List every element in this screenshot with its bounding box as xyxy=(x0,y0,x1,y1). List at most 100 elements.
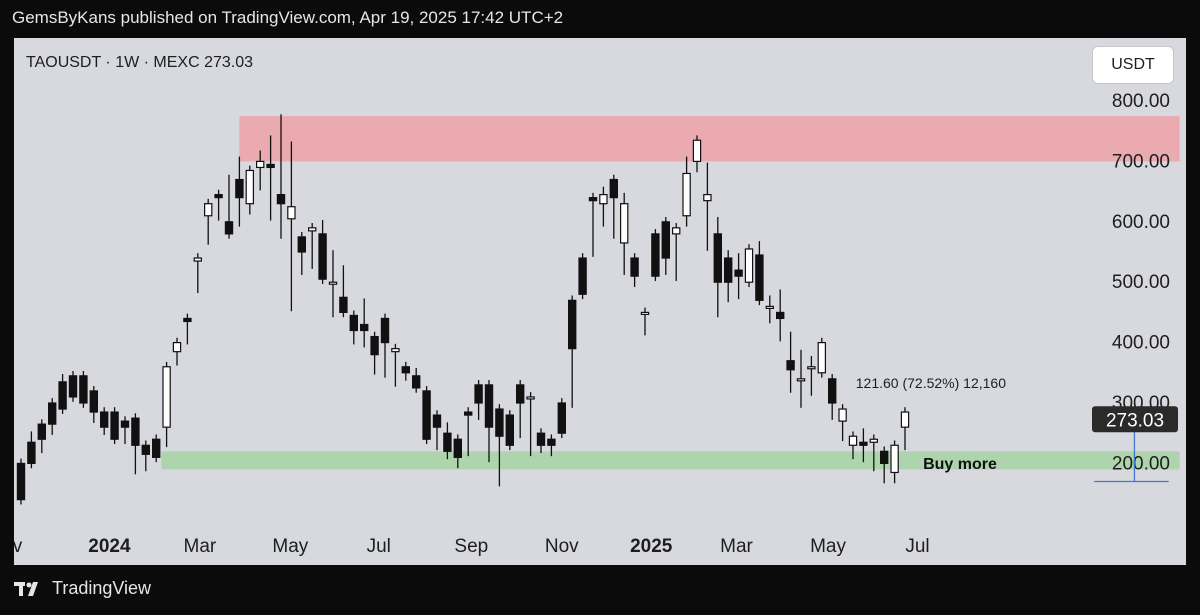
y-tick-label: 200.00 xyxy=(1112,453,1170,474)
candle-body xyxy=(713,233,723,283)
candle-body xyxy=(308,227,317,232)
candle-body xyxy=(370,335,379,356)
candle-body xyxy=(256,160,265,169)
candle-body xyxy=(235,178,244,199)
candle-body xyxy=(516,384,525,404)
candle-body xyxy=(47,402,57,425)
candle-body xyxy=(266,163,275,169)
candle-body xyxy=(58,381,67,410)
candle-body xyxy=(380,317,390,344)
y-tick-label: 800.00 xyxy=(1112,91,1170,112)
candle-body xyxy=(619,203,629,244)
footer: TradingView xyxy=(14,578,151,599)
x-tick-label: Nov xyxy=(545,536,579,557)
x-tick-label: Jul xyxy=(905,536,929,557)
candle-body xyxy=(682,172,691,217)
candle-body xyxy=(328,281,338,285)
candle-body xyxy=(484,384,494,428)
x-tick-label: 2025 xyxy=(630,536,673,557)
candle-body xyxy=(557,402,567,434)
candle-body xyxy=(27,441,36,465)
candle-body xyxy=(859,441,868,446)
candle-body xyxy=(360,323,369,332)
candle-body xyxy=(838,408,847,422)
candle-body xyxy=(578,257,587,295)
candle-body xyxy=(817,342,827,374)
candle-body xyxy=(183,317,192,323)
x-tick-label: Jul xyxy=(367,536,391,557)
candle-body xyxy=(193,257,202,262)
candle-body xyxy=(536,432,546,446)
y-tick-label: 400.00 xyxy=(1112,333,1170,354)
candle-body xyxy=(432,414,442,428)
price-chart[interactable]: 800.00700.00600.00500.00400.00300.00200.… xyxy=(14,38,1186,565)
buy-more-label: Buy more xyxy=(923,456,997,473)
candle-body xyxy=(796,378,806,382)
candle-body xyxy=(505,414,515,446)
support-zone xyxy=(161,451,1180,470)
candle-body xyxy=(422,390,431,440)
candle-body xyxy=(276,194,286,205)
candle-body xyxy=(661,221,671,259)
candle-body xyxy=(214,194,223,199)
candle-body xyxy=(349,314,359,332)
price-badge-label: 273.03 xyxy=(1106,410,1164,431)
candle-body xyxy=(204,203,213,217)
measure-label: 121.60 (72.52%) 12,160 xyxy=(856,375,1006,391)
candle-body xyxy=(79,375,88,404)
candle-body xyxy=(120,420,130,428)
candle-body xyxy=(723,257,733,283)
candle-body xyxy=(807,366,816,370)
x-tick-label: May xyxy=(810,536,846,557)
candle-body xyxy=(245,169,254,205)
currency-button[interactable]: USDT xyxy=(1092,46,1174,84)
candle-body xyxy=(609,178,619,199)
candle-body xyxy=(453,438,463,458)
candle-body xyxy=(640,311,650,315)
candle-body xyxy=(318,233,327,280)
footer-brand: TradingView xyxy=(52,578,152,598)
tradingview-logo-icon xyxy=(14,581,38,596)
y-tick-label: 700.00 xyxy=(1112,151,1170,172)
candle-body xyxy=(412,375,421,389)
candle-body xyxy=(172,342,182,353)
candle-body xyxy=(68,375,78,398)
symbol-info: TAOUSDT · 1W · MEXC 273.03 xyxy=(26,54,254,71)
x-tick-label: May xyxy=(272,536,308,557)
price-badge xyxy=(1092,406,1178,433)
candle-body xyxy=(588,197,598,202)
candle-body xyxy=(879,450,889,465)
candle-body xyxy=(89,390,98,413)
candle-body xyxy=(110,411,119,440)
candle-body xyxy=(848,435,858,446)
candle-body xyxy=(671,227,681,235)
x-tick-label: Nov xyxy=(14,536,23,557)
publication-header: GemsByKans published on TradingView.com,… xyxy=(12,8,564,27)
candle-body xyxy=(651,233,660,277)
candle-body xyxy=(443,432,452,452)
candle-body xyxy=(630,257,639,277)
candle-body xyxy=(734,269,743,277)
candle-body xyxy=(775,311,785,320)
candle-body xyxy=(744,248,754,283)
x-tick-label: Mar xyxy=(720,536,753,557)
x-tick-label: 2024 xyxy=(88,536,131,557)
candle-body xyxy=(401,366,411,374)
candle-body xyxy=(464,411,473,416)
candle-body xyxy=(16,462,26,501)
x-tick-label: Mar xyxy=(184,536,217,557)
candle-body xyxy=(526,396,535,400)
candle-body xyxy=(599,194,608,205)
candle-body xyxy=(495,408,504,437)
candle-body xyxy=(131,417,140,446)
candle-body xyxy=(152,438,161,458)
candle-body xyxy=(37,423,47,440)
candle-body xyxy=(287,206,296,220)
candle-body xyxy=(224,221,234,235)
candle-body xyxy=(474,384,483,404)
candle-body xyxy=(141,444,150,455)
candle-body xyxy=(827,378,837,404)
resistance-zone xyxy=(239,116,1180,162)
chart-panel[interactable]: TAOUSDT · 1W · MEXC 273.03 USDT 800.00 70… xyxy=(14,38,1186,565)
x-tick-label: Sep xyxy=(454,536,488,557)
